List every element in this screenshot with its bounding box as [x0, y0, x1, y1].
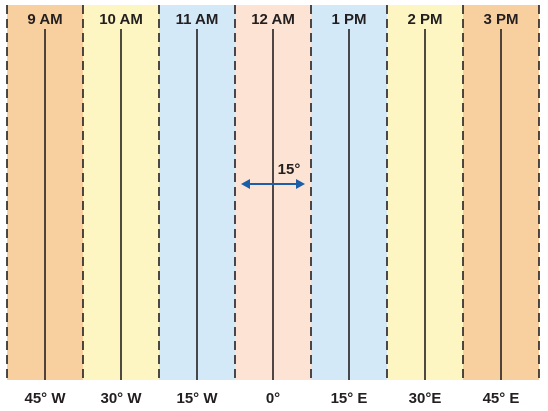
time-label-11-am: 11 AM	[176, 11, 219, 28]
longitude-label-1: 30° W	[100, 390, 142, 407]
time-label-2-pm: 2 PM	[407, 11, 442, 28]
longitude-label-3: 0°	[266, 390, 280, 407]
time-label-9-am: 9 AM	[27, 11, 62, 28]
time-label-10-am: 10 AM	[99, 11, 143, 28]
arrow-head-right	[296, 179, 305, 189]
longitude-label-0: 45° W	[24, 390, 66, 407]
zone-width-label: 15°	[278, 161, 301, 178]
time-label-12-am: 12 AM	[251, 11, 295, 28]
longitude-labels: 45° W 30° W 15° W 0° 15° E 30°E 45° E	[24, 390, 519, 407]
meridian-lines	[44, 29, 502, 380]
arrow-head-left	[241, 179, 250, 189]
longitude-label-4: 15° E	[331, 390, 368, 407]
zone-width-indicator: 15°	[241, 161, 305, 189]
zone-boundaries	[6, 5, 540, 380]
time-label-3-pm: 3 PM	[483, 11, 518, 28]
longitude-label-2: 15° W	[176, 390, 218, 407]
longitude-label-6: 45° E	[483, 390, 520, 407]
longitude-label-5: 30°E	[409, 390, 442, 407]
time-labels: 9 AM 10 AM 11 AM 12 AM 1 PM 2 PM 3 PM	[27, 11, 518, 28]
time-label-1-pm: 1 PM	[331, 11, 366, 28]
